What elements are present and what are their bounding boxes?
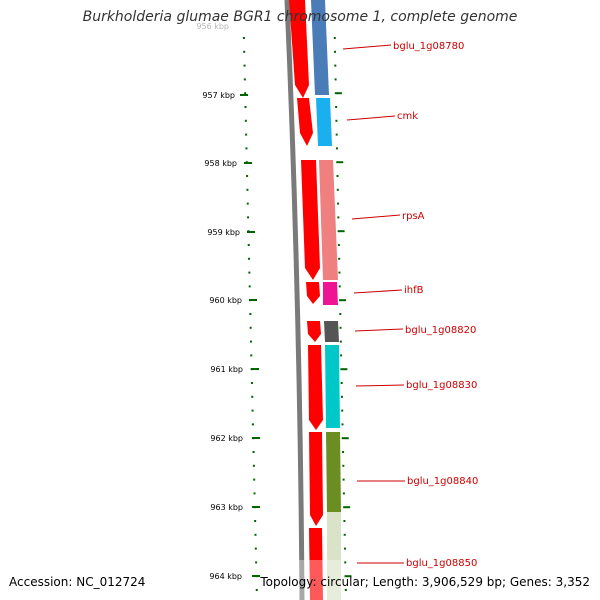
tick-label-959: 959 kbp: [207, 228, 240, 237]
forward-gene-arrow: [309, 528, 323, 600]
gene-bar-rpsA: [319, 160, 338, 280]
gene-label-cmk: cmk: [397, 111, 418, 122]
tick-label-957: 957 kbp: [202, 91, 235, 100]
gene-bar-bglu_1g08830: [325, 345, 340, 428]
tick-label-961: 961 kbp: [210, 365, 243, 374]
axis-labels: 956 kbp 957 kbp 958 kbp 959 kbp 960 kbp …: [196, 22, 260, 581]
forward-strand-track: [289, 0, 323, 600]
gene-label-bglu_1g08780: bglu_1g08780: [393, 41, 464, 52]
gene-label-bglu_1g08840: bglu_1g08840: [407, 476, 478, 487]
genome-backbone: [284, 0, 305, 600]
forward-gene-arrow: [309, 432, 323, 526]
gene-label-bglu_1g08820: bglu_1g08820: [405, 325, 476, 336]
gene-label-ihfB: ihfB: [404, 285, 424, 296]
leader-line: [342, 44, 392, 50]
topology-summary: Topology: circular; Length: 3,906,529 bp…: [260, 575, 590, 589]
accession-label: Accession: NC_012724: [9, 575, 146, 589]
tick-label-963: 963 kbp: [210, 503, 243, 512]
gene-bar-bglu_1g08850: [327, 512, 341, 600]
forward-gene-arrow: [297, 98, 313, 146]
right-dotted-ticks: [333, 37, 352, 591]
gene-bar-ihfB: [323, 282, 338, 305]
tick-label-960: 960 kbp: [209, 296, 242, 305]
leader-line: [351, 214, 401, 220]
forward-gene-arrow: [306, 282, 320, 304]
gene-label-bglu_1g08830: bglu_1g08830: [406, 380, 477, 391]
tick-label-956: 956 kbp: [196, 22, 229, 31]
gene-bar-bglu_1g08840: [326, 432, 341, 512]
gene-bar-bglu_1g08820: [324, 321, 339, 342]
gene-label-bglu_1g08850: bglu_1g08850: [406, 558, 477, 569]
gene-bar-cmk: [316, 98, 332, 146]
bottom-fade: [280, 560, 350, 600]
gene-bar-bglu_1g08780: [311, 0, 329, 95]
forward-gene-arrow: [289, 0, 309, 98]
leader-line: [354, 328, 404, 332]
leader-line: [353, 289, 403, 294]
tick-label-962: 962 kbp: [210, 434, 243, 443]
forward-gene-arrow: [307, 321, 321, 342]
forward-gene-arrow: [301, 160, 320, 280]
leader-line: [346, 115, 396, 121]
gene-label-rpsA: rpsA: [402, 211, 425, 222]
gene-labels: bglu_1g08780 cmk rpsA ihfB bglu_1g08820 …: [342, 41, 478, 569]
forward-gene-arrow: [308, 345, 323, 430]
tick-label-958: 958 kbp: [204, 159, 237, 168]
gene-feature-track: [311, 0, 341, 600]
map-title: Burkholderia glumae BGR1 chromosome 1, c…: [82, 9, 518, 25]
leader-line: [355, 384, 405, 387]
tick-label-964: 964 kbp: [209, 572, 242, 581]
